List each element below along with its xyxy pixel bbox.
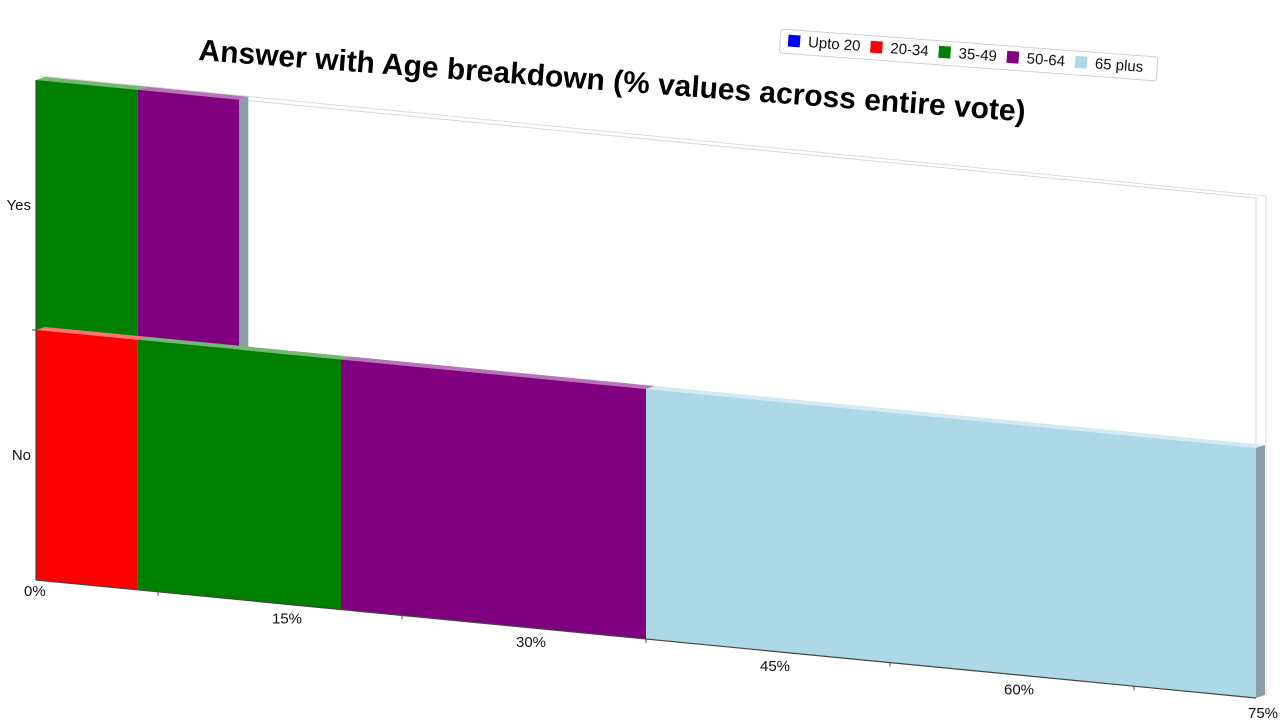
bar-yes-35-49 (36, 77, 147, 340)
bar-no-35-49 (137, 336, 350, 610)
bar-front-face (36, 330, 138, 590)
bar-end-face (1256, 445, 1265, 698)
bar-front-face (341, 359, 646, 639)
bar-top-face (646, 386, 1265, 448)
legend: Upto 20 20-34 35-49 50-64 65 plus (778, 28, 1159, 82)
bars (36, 77, 1265, 698)
category-label-no: No (12, 447, 31, 464)
bar-no-50-64 (341, 356, 655, 639)
x-tick-label: 45% (760, 658, 790, 675)
bar-no-65-plus (646, 386, 1265, 698)
bar-end-face (239, 96, 249, 350)
x-tick-label: 60% (1004, 681, 1034, 698)
legend-label: 20-34 (890, 40, 930, 60)
bar-no-20-34 (36, 327, 147, 590)
bar-top-face (137, 86, 249, 100)
bar-top-face (137, 336, 350, 360)
x-tick-label: 0% (24, 583, 46, 600)
legend-label: 35-49 (958, 45, 998, 65)
legend-label: 50-64 (1026, 50, 1066, 70)
legend-swatch (1006, 50, 1020, 64)
x-tick-label: 75% (1248, 705, 1278, 720)
bar-top-face (341, 356, 655, 389)
bar-yes-50-64 (137, 86, 249, 350)
legend-label: Upto 20 (807, 34, 861, 55)
bar-front-face (36, 80, 138, 340)
axes: 0% 15% 30% 45% 60% 75% Yes No (7, 80, 1278, 720)
bar-top-face (36, 327, 147, 340)
legend-swatch (787, 34, 801, 48)
bar-front-face (646, 389, 1256, 698)
plot-top-edge (39, 75, 1267, 197)
legend-swatch (870, 40, 883, 54)
x-tick-label: 15% (272, 611, 302, 628)
x-tick-label: 30% (516, 634, 546, 651)
legend-swatch (1074, 55, 1088, 69)
category-label-yes: Yes (7, 197, 31, 214)
bar-front-face (137, 339, 341, 610)
legend-swatch (938, 45, 952, 59)
bar-top-face (36, 77, 147, 90)
bar-front-face (137, 89, 240, 350)
legend-label: 65 plus (1094, 55, 1144, 76)
